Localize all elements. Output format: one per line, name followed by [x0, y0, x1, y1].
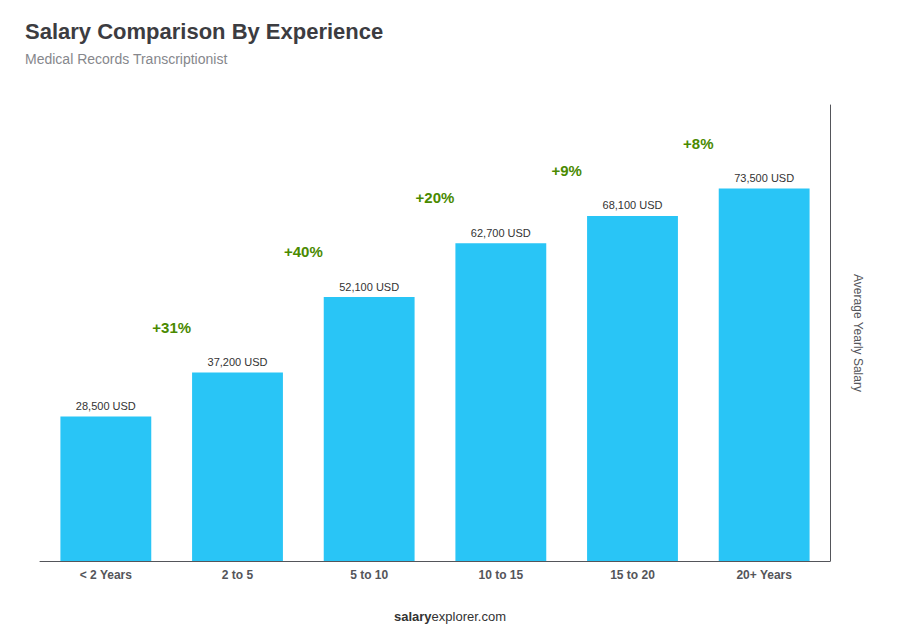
svg-text:+20%: +20% [416, 189, 455, 206]
svg-text:Medical Records Transcriptioni: Medical Records Transcriptionist [25, 51, 227, 67]
svg-text:+9%: +9% [551, 162, 581, 179]
svg-text:15 to 20: 15 to 20 [610, 568, 655, 582]
svg-text:68,100 USD: 68,100 USD [603, 199, 663, 211]
svg-text:73,500 USD: 73,500 USD [734, 172, 794, 184]
svg-text:+40%: +40% [284, 243, 323, 260]
svg-text:37,200 USD: 37,200 USD [208, 356, 268, 368]
svg-text:< 2 Years: < 2 Years [80, 568, 132, 582]
svg-text:10 to 15: 10 to 15 [478, 568, 523, 582]
svg-text:Salary Comparison By Experienc: Salary Comparison By Experience [25, 19, 383, 44]
svg-text:52,100 USD: 52,100 USD [339, 281, 399, 293]
svg-text:28,500 USD: 28,500 USD [76, 400, 136, 412]
svg-text:62,700 USD: 62,700 USD [471, 227, 531, 239]
svg-text:explorer.com: explorer.com [432, 609, 506, 624]
svg-text:+8%: +8% [683, 135, 713, 152]
svg-text:5 to 10: 5 to 10 [350, 568, 388, 582]
svg-text:+31%: +31% [152, 319, 191, 336]
svg-text:salary: salary [394, 609, 432, 624]
svg-text:2 to 5: 2 to 5 [222, 568, 254, 582]
svg-text:20+ Years: 20+ Years [736, 568, 792, 582]
svg-text:Average Yearly Salary: Average Yearly Salary [851, 274, 865, 392]
